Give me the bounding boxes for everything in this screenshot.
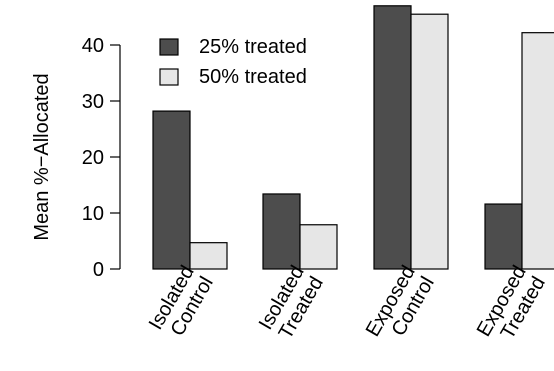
- legend-label: 50% treated: [199, 66, 307, 88]
- y-axis: 0 10 20 30 40: [82, 35, 121, 281]
- bar-25pct-exposed-treated: [484, 203, 523, 270]
- y-axis-label: Mean %−Allocated: [31, 73, 53, 240]
- y-tick-label: 10: [82, 203, 104, 225]
- y-tick-label: 40: [82, 35, 104, 57]
- y-tick-label: 0: [93, 259, 104, 281]
- legend-swatch: [159, 38, 179, 56]
- x-category-text: ExposedControl: [362, 262, 439, 351]
- bar-25pct-isolated-treated: [262, 193, 301, 270]
- bar-25pct-exposed-control: [373, 5, 412, 270]
- legend-swatch: [159, 68, 179, 86]
- bars-group: [152, 5, 554, 270]
- x-category-label: ExposedControl: [362, 262, 439, 351]
- x-category-label: IsolatedControl: [145, 262, 218, 345]
- bar-50pct-isolated-control: [189, 242, 228, 270]
- bar-50pct-exposed-control: [410, 13, 449, 270]
- x-category-label: ExposedTreated: [473, 262, 550, 351]
- x-category-text: ExposedTreated: [473, 262, 550, 351]
- x-axis-category-labels: IsolatedControl IsolatedTreated ExposedCon…: [145, 262, 550, 351]
- x-category-text: IsolatedControl: [145, 262, 218, 345]
- x-category-text: IsolatedTreated: [255, 262, 328, 345]
- y-tick-label: 20: [82, 147, 104, 169]
- legend-label: 25% treated: [199, 36, 307, 58]
- bar-25pct-isolated-control: [152, 110, 191, 270]
- legend: 25% treated 50% treated: [159, 36, 307, 88]
- x-category-label: IsolatedTreated: [255, 262, 328, 345]
- bar-50pct-exposed-treated: [521, 32, 554, 270]
- y-tick-label: 30: [82, 91, 104, 113]
- bar-50pct-isolated-treated: [299, 224, 338, 270]
